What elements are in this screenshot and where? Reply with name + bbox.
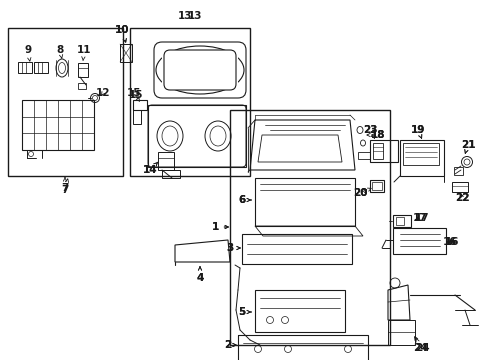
Bar bbox=[18, 62, 32, 73]
Bar bbox=[242, 234, 351, 264]
Text: 7: 7 bbox=[61, 179, 68, 195]
Bar bbox=[133, 110, 141, 124]
Text: 21: 21 bbox=[460, 140, 474, 153]
Text: 20: 20 bbox=[352, 188, 370, 198]
Text: 16: 16 bbox=[444, 237, 458, 247]
Text: 1: 1 bbox=[211, 222, 228, 232]
Text: 21: 21 bbox=[460, 140, 474, 153]
Bar bbox=[399, 140, 443, 176]
Text: 10: 10 bbox=[115, 25, 129, 42]
Bar bbox=[229, 110, 389, 345]
Bar bbox=[162, 50, 238, 90]
Text: 6: 6 bbox=[238, 195, 251, 205]
Text: 19: 19 bbox=[410, 125, 425, 138]
Text: 13: 13 bbox=[177, 11, 192, 21]
Bar bbox=[78, 63, 88, 77]
Text: 24: 24 bbox=[414, 337, 428, 353]
Bar bbox=[120, 44, 132, 62]
Bar bbox=[371, 182, 381, 190]
Bar bbox=[238, 335, 367, 360]
Text: 7: 7 bbox=[61, 177, 68, 193]
Text: 5: 5 bbox=[238, 307, 251, 317]
Text: 4: 4 bbox=[196, 267, 203, 283]
Text: 12: 12 bbox=[96, 88, 110, 98]
Text: 15: 15 bbox=[126, 88, 141, 101]
Bar bbox=[372, 143, 382, 159]
Text: 18: 18 bbox=[366, 130, 385, 140]
Bar bbox=[34, 62, 48, 73]
Bar bbox=[451, 182, 467, 192]
Text: 18: 18 bbox=[370, 130, 385, 140]
Bar bbox=[133, 100, 147, 110]
Text: 1: 1 bbox=[211, 222, 228, 232]
Bar bbox=[162, 170, 180, 178]
Text: 19: 19 bbox=[410, 125, 425, 138]
Text: 6: 6 bbox=[238, 195, 251, 205]
Bar bbox=[130, 28, 249, 176]
Bar bbox=[357, 152, 369, 159]
Text: 17: 17 bbox=[414, 213, 428, 223]
Text: 17: 17 bbox=[412, 213, 427, 223]
Bar bbox=[392, 215, 410, 227]
Bar bbox=[369, 180, 383, 192]
Bar bbox=[254, 290, 345, 332]
Text: 14: 14 bbox=[142, 162, 158, 175]
Text: 24: 24 bbox=[412, 338, 427, 353]
Bar bbox=[22, 100, 94, 150]
Text: 20: 20 bbox=[352, 188, 366, 198]
Text: 3: 3 bbox=[226, 243, 240, 253]
Bar bbox=[254, 178, 354, 226]
Bar bbox=[158, 152, 174, 170]
Text: 3: 3 bbox=[226, 243, 240, 253]
Text: 4: 4 bbox=[196, 267, 203, 283]
Bar bbox=[402, 143, 438, 165]
Bar bbox=[78, 83, 86, 89]
Text: 2: 2 bbox=[224, 340, 236, 350]
Text: 23: 23 bbox=[362, 125, 376, 138]
Text: 10: 10 bbox=[115, 25, 129, 42]
Bar bbox=[369, 140, 397, 162]
Text: 16: 16 bbox=[442, 237, 456, 247]
Text: 9: 9 bbox=[24, 45, 32, 61]
Text: 2: 2 bbox=[224, 340, 236, 350]
Bar bbox=[453, 167, 462, 175]
Text: 15: 15 bbox=[128, 90, 143, 100]
Text: 14: 14 bbox=[142, 162, 158, 175]
Text: 22: 22 bbox=[454, 193, 468, 203]
Bar bbox=[8, 28, 123, 176]
Text: 13: 13 bbox=[187, 11, 202, 21]
Bar bbox=[148, 105, 245, 167]
Text: 5: 5 bbox=[238, 307, 251, 317]
Text: 8: 8 bbox=[56, 45, 63, 58]
Text: 22: 22 bbox=[454, 193, 468, 203]
Text: 11: 11 bbox=[77, 45, 91, 60]
Text: 23: 23 bbox=[362, 125, 376, 138]
Bar bbox=[395, 217, 403, 225]
